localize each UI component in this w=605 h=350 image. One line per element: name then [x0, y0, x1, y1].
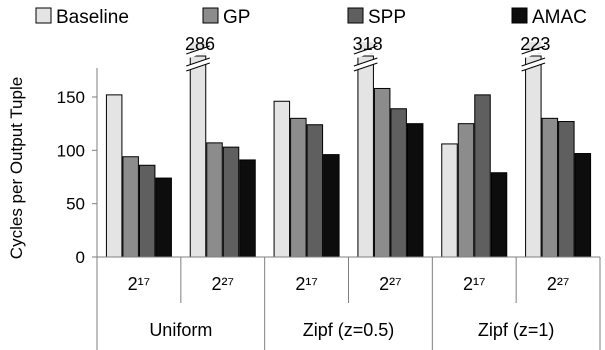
x-category-label: 2¹⁷ [128, 274, 151, 294]
axis-break-gap [521, 58, 546, 71]
x-category-label: 2²⁷ [547, 274, 570, 294]
bar-baseline [273, 100, 291, 258]
bar-gp [541, 117, 559, 258]
axis-break-mark [521, 57, 546, 67]
bar-amac [574, 153, 592, 258]
bar-gp [457, 123, 475, 258]
bar-gp [290, 117, 307, 258]
x-axis: 2¹⁷ 2²⁷ 2¹⁷ 2²⁷ 2¹⁷ 2²⁷ Uniform Zipf (z=0.5) Zip… [96, 256, 601, 350]
chart-legend: Baseline GP SPP AMAC [35, 7, 587, 28]
axis-break-gap [521, 46, 546, 59]
y-tick-label: 0 [76, 248, 85, 267]
bar-amac [155, 177, 172, 258]
x-category-label: 2²⁷ [379, 274, 402, 294]
legend-swatch-amac [511, 7, 528, 24]
legend-label: AMAC [532, 7, 587, 28]
bar-gp [206, 142, 223, 258]
legend-swatch-gp [202, 7, 219, 24]
bar-spp [474, 94, 491, 258]
x-category-label: 2¹⁷ [295, 274, 318, 294]
x-group-label: Zipf (z=0.5) [303, 320, 395, 340]
bar-spp [390, 108, 407, 258]
bar-baseline-broken [357, 55, 374, 258]
y-tick-label: 50 [66, 195, 85, 214]
x-category-label: 2¹⁷ [463, 274, 486, 294]
axis-break-gap [353, 46, 378, 59]
bar-baseline [105, 94, 123, 258]
bar-spp [222, 146, 240, 258]
legend-label: SPP [368, 7, 406, 28]
bar-value-label: 286 [185, 34, 215, 54]
legend-label: GP [223, 7, 250, 28]
y-tick-label: 100 [57, 141, 85, 160]
axis-break-mark [521, 45, 546, 55]
legend-swatch-baseline [35, 7, 52, 24]
y-axis-label: Cycles per Output Tuple [7, 77, 26, 259]
bar-gp [122, 156, 139, 258]
bar-baseline-broken [525, 55, 542, 258]
bar-gp [373, 87, 391, 258]
legend-label: Baseline [56, 7, 129, 28]
axis-break-gap [186, 46, 210, 59]
bar-amac [406, 123, 424, 258]
bar-spp [558, 121, 575, 258]
axis-break-mark [186, 62, 210, 72]
bar-spp [138, 164, 156, 258]
plot-area: 286 318 223 [105, 34, 592, 258]
axis-break-mark [353, 45, 378, 55]
x-group-label: Uniform [149, 320, 212, 340]
bar-amac [323, 154, 340, 258]
axis-break-mark [186, 45, 210, 55]
bar-baseline [441, 143, 458, 258]
axis-break-mark [353, 57, 378, 67]
bar-amac [490, 172, 508, 258]
axis-break-mark [353, 62, 378, 72]
y-tick-label: 150 [57, 88, 85, 107]
bar-value-label: 223 [520, 34, 550, 54]
axis-break-mark [186, 57, 210, 67]
x-category-label: 2²⁷ [211, 274, 234, 294]
axis-break-mark [521, 62, 546, 72]
y-axis: 0 50 100 150 [57, 68, 98, 267]
axis-break-gap [186, 58, 210, 71]
x-group-label: Zipf (z=1) [478, 320, 555, 340]
bar-value-label: 318 [353, 34, 383, 54]
bar-spp [306, 124, 324, 258]
bar-amac [239, 159, 256, 258]
legend-swatch-spp [347, 7, 364, 24]
axis-break-gap [353, 58, 378, 71]
bar-baseline-broken [189, 55, 207, 258]
